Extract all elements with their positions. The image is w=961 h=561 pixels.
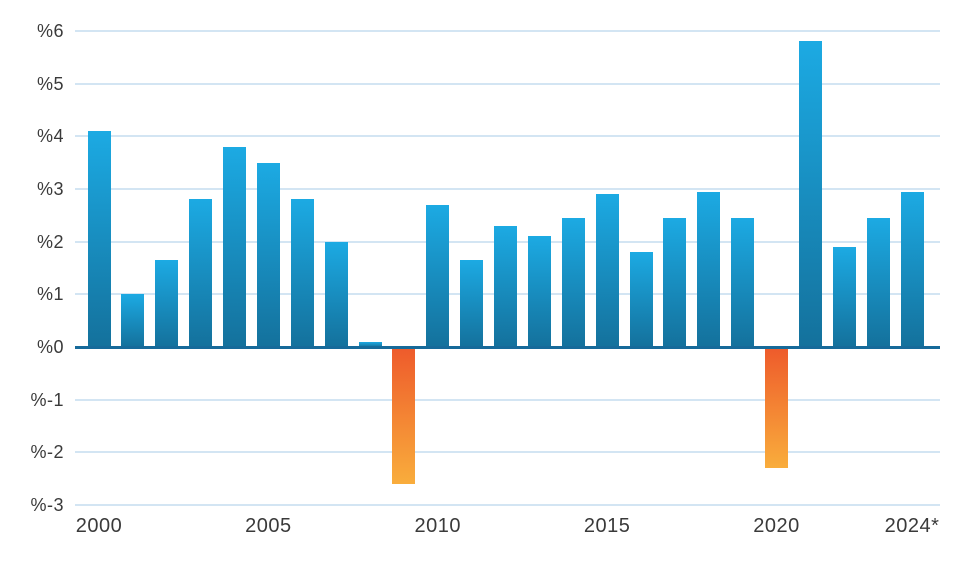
x-tick-label-2015: 2015 xyxy=(583,515,631,537)
bar-2005 xyxy=(256,162,280,347)
bar-2000 xyxy=(87,130,111,347)
x-tick-label-2020: 2020 xyxy=(753,515,800,537)
bar-2017 xyxy=(663,217,687,347)
bar-2020 xyxy=(765,347,788,469)
bar-2009 xyxy=(392,347,416,485)
gridline-%4 xyxy=(75,135,940,138)
bar-2012 xyxy=(494,225,517,347)
x-tick-label-2005: 2005 xyxy=(245,515,292,537)
x-tick-label-2000: 2000 xyxy=(75,515,123,537)
bar-2013 xyxy=(527,236,551,347)
bar-2015 xyxy=(595,194,619,347)
bar-2002 xyxy=(155,260,179,347)
y-tick-label: %3 xyxy=(36,178,64,199)
y-tick-label: %1 xyxy=(36,284,64,305)
y-tick-label: %-1 xyxy=(30,389,64,410)
bar-2019 xyxy=(731,217,755,347)
bar-2018 xyxy=(697,191,721,347)
bar-2011 xyxy=(460,260,484,347)
gridline-%5 xyxy=(75,82,940,85)
y-tick-label: %4 xyxy=(36,126,64,147)
gridline-%-2 xyxy=(75,451,940,454)
y-tick-label: %-2 xyxy=(30,442,64,463)
bar-2006 xyxy=(290,199,314,347)
x-tick-label-2024: 2024* xyxy=(884,515,940,537)
gridline-%-1 xyxy=(75,398,940,401)
y-tick-label: %0 xyxy=(36,337,64,357)
bar-2024 xyxy=(900,191,924,347)
bar-2023 xyxy=(866,217,890,347)
y-tick-label: %6 xyxy=(36,20,64,41)
bar-2003 xyxy=(189,199,213,347)
bar-2014 xyxy=(561,217,585,347)
bar-2021 xyxy=(798,41,822,347)
x-tick-label-2010: 2010 xyxy=(414,515,461,537)
bar-2007 xyxy=(324,241,348,347)
bar-2010 xyxy=(426,204,450,347)
bar-2008 xyxy=(358,341,382,347)
y-tick-label: %5 xyxy=(36,73,64,94)
gridline-%-3 xyxy=(75,504,940,507)
bar-2001 xyxy=(121,294,145,347)
bar-2004 xyxy=(223,146,246,347)
zero-axis-line xyxy=(75,345,940,349)
bar-2016 xyxy=(629,252,653,347)
gridline-%6 xyxy=(75,29,940,32)
gridline-%3 xyxy=(75,187,940,190)
y-tick-label: %2 xyxy=(36,231,64,252)
bar-2022 xyxy=(832,246,856,347)
y-tick-label: %-3 xyxy=(30,495,64,516)
